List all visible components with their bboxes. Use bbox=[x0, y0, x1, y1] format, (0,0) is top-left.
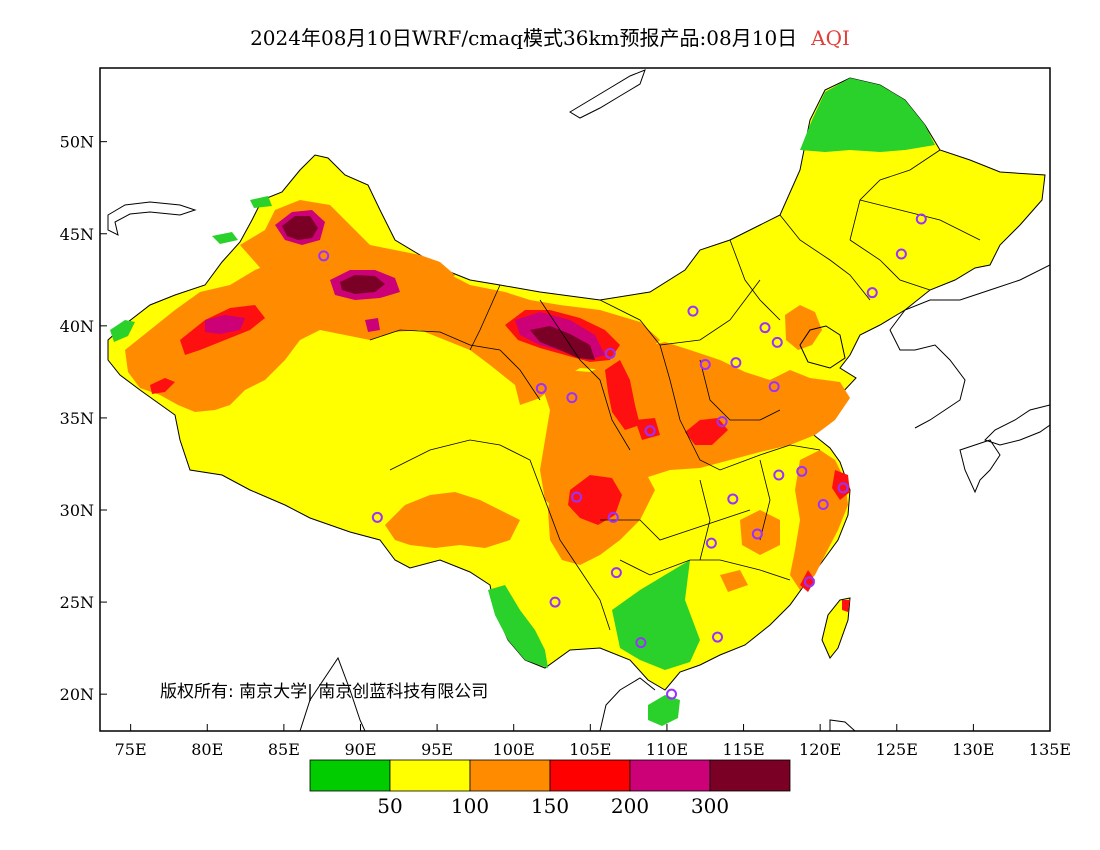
city-marker bbox=[716, 416, 728, 428]
legend-swatch bbox=[389, 759, 471, 792]
aqi-good-region-south bbox=[488, 585, 548, 668]
city-marker bbox=[768, 381, 780, 393]
city-marker bbox=[751, 528, 763, 540]
city-marker bbox=[773, 469, 785, 481]
city-marker bbox=[318, 250, 330, 262]
y-tick-label: 30N bbox=[60, 501, 94, 520]
x-tick-label: 85E bbox=[268, 740, 300, 759]
city-marker bbox=[604, 347, 616, 359]
aqi-legend: 50 100 150 200 300 bbox=[309, 759, 791, 818]
y-tick-label: 20N bbox=[60, 685, 94, 704]
aqi-good-region-west bbox=[110, 320, 135, 342]
coastline-balkhash bbox=[107, 201, 197, 236]
y-tick-label: 45N bbox=[60, 225, 94, 244]
city-marker bbox=[866, 287, 878, 299]
x-tick-label: 100E bbox=[493, 740, 535, 759]
aqi-medium-region-shaanxi bbox=[605, 360, 660, 440]
legend-swatch bbox=[709, 759, 791, 792]
x-tick-label: 105E bbox=[569, 740, 611, 759]
city-marker bbox=[915, 213, 927, 225]
city-marker bbox=[371, 511, 383, 523]
city-marker bbox=[644, 425, 656, 437]
legend-swatch bbox=[469, 759, 551, 792]
x-tick-label: 135E bbox=[1029, 740, 1071, 759]
city-marker bbox=[687, 305, 699, 317]
legend-label: 300 bbox=[691, 794, 729, 818]
city-marker bbox=[549, 596, 561, 608]
x-tick-label: 130E bbox=[952, 740, 994, 759]
x-tick-label: 125E bbox=[876, 740, 918, 759]
x-axis: 75E 80E 85E 90E 95E 100E 105E 110E 115E 120E 125E 1… bbox=[115, 724, 1071, 759]
city-marker bbox=[796, 465, 808, 477]
title-variable: AQI bbox=[811, 26, 850, 50]
map-title: 2024年08月10日WRF/cmaq模式36km预报产品:08月10日 AQI bbox=[0, 22, 1100, 51]
y-tick-label: 50N bbox=[60, 133, 94, 152]
aqi-good-region-hainan bbox=[648, 695, 680, 726]
y-axis: 20N 25N 30N 35N 40N 45N 50N bbox=[60, 133, 107, 704]
aqi-severe-region-urumqi bbox=[282, 216, 318, 240]
y-tick-label: 35N bbox=[60, 409, 94, 428]
x-tick-label: 95E bbox=[421, 740, 453, 759]
aqi-good-region-xinjiang bbox=[212, 196, 272, 244]
coastline-bohai bbox=[799, 325, 846, 369]
x-tick-label: 110E bbox=[646, 740, 688, 759]
aqi-medium-region-sichuan bbox=[568, 475, 622, 525]
x-tick-label: 80E bbox=[191, 740, 223, 759]
city-marker bbox=[803, 576, 815, 588]
city-marker bbox=[610, 567, 622, 579]
city-marker bbox=[699, 359, 711, 371]
map-frame bbox=[99, 67, 1051, 732]
x-tick-label: 90E bbox=[344, 740, 376, 759]
aqi-severe-region-ningxia bbox=[530, 326, 595, 360]
y-tick-label: 40N bbox=[60, 317, 94, 336]
aqi-light-region-south-central bbox=[720, 510, 780, 592]
legend-label: 200 bbox=[611, 794, 649, 818]
legend-swatch bbox=[629, 759, 711, 792]
aqi-light-region-tibet bbox=[385, 492, 520, 548]
x-tick-label: 115E bbox=[722, 740, 764, 759]
taiwan-red-spot bbox=[842, 600, 850, 612]
city-marker bbox=[607, 511, 619, 523]
city-marker bbox=[837, 482, 849, 494]
city-marker bbox=[730, 357, 742, 369]
city-marker bbox=[705, 537, 717, 549]
copyright-text: 版权所有: 南京大学| 南京创蓝科技有限公司 bbox=[160, 682, 488, 702]
city-markers bbox=[318, 213, 927, 700]
city-marker bbox=[771, 336, 783, 348]
legend-label: 100 bbox=[451, 794, 489, 818]
city-marker bbox=[566, 392, 578, 404]
legend-swatch bbox=[309, 759, 391, 792]
city-marker bbox=[817, 498, 829, 510]
city-marker bbox=[895, 248, 907, 260]
city-marker bbox=[635, 637, 647, 649]
city-marker bbox=[712, 631, 723, 643]
aqi-good-region-guangxi bbox=[612, 560, 700, 670]
aqi-good-region-northeast bbox=[800, 78, 935, 152]
aqi-severe-region-turpan bbox=[340, 275, 385, 294]
legend-swatch bbox=[549, 759, 631, 792]
aqi-light-region-xinjiang bbox=[125, 262, 660, 412]
city-marker bbox=[535, 382, 547, 394]
aqi-heavy-region-tarim bbox=[205, 315, 380, 334]
map-field bbox=[107, 69, 1050, 731]
coastline-southeast-asia bbox=[299, 656, 856, 731]
city-marker bbox=[666, 688, 678, 700]
coastline-lake-baikal bbox=[569, 69, 646, 119]
x-tick-label: 75E bbox=[115, 740, 147, 759]
y-tick-label: 25N bbox=[60, 593, 94, 612]
aqi-medium-region-henan bbox=[685, 418, 728, 445]
city-marker bbox=[727, 493, 739, 505]
city-marker bbox=[759, 322, 771, 334]
coastline-korea-japan bbox=[889, 264, 1050, 494]
city-marker bbox=[571, 491, 583, 503]
title-text: 2024年08月10日WRF/cmaq模式36km预报产品:08月10日 bbox=[250, 26, 798, 50]
legend-label: 50 bbox=[377, 794, 402, 818]
legend-label: 150 bbox=[531, 794, 569, 818]
x-tick-label: 120E bbox=[799, 740, 841, 759]
aqi-light-region-beijing bbox=[785, 305, 822, 350]
